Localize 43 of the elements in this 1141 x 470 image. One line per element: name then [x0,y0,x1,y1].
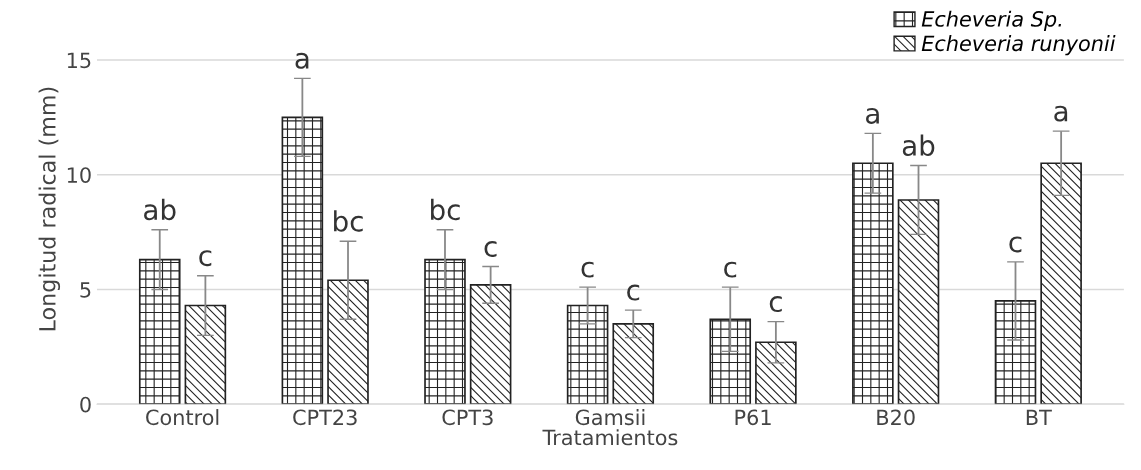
annotation: c [1009,236,1022,253]
y-tick-label: 15 [67,52,91,69]
annotation: c [199,250,212,267]
x-tick-label: Gamsii [575,409,645,426]
x-tick-label: BT [1026,409,1052,425]
bar [709,318,752,405]
annotation: a [1054,105,1068,122]
x-tick-label: P61 [735,409,771,426]
bar [184,304,227,405]
bar [138,258,181,405]
bar [281,116,324,405]
bar [327,279,369,405]
y-tick-label: 0 [80,396,91,413]
annotation: bc [431,198,460,221]
bar [852,162,894,405]
x-tick-label: CPT23 [293,409,357,426]
bar [897,199,940,405]
y-tick-label: 10 [67,167,91,183]
y-axis-title: Longitud radical (mm) [38,87,61,331]
bar [424,258,466,405]
y-tick-label: 5 [80,282,91,298]
bar [755,341,797,405]
bar [469,284,512,405]
annotation: c [769,296,782,313]
annotation: ab [902,134,935,156]
annotation: ab [144,198,176,221]
annotation: a [866,107,879,124]
x-tick-label: B20 [877,409,915,426]
bar [1040,162,1082,405]
legend-label: Echeveria runyonii [921,35,1116,56]
annotation: c [627,284,640,301]
bar [566,304,609,405]
annotation: c [581,261,594,278]
annotation: c [484,241,497,257]
x-tick-label: CPT3 [442,409,493,426]
annotation: c [724,261,737,278]
annotation: bc [334,210,363,232]
annotation: a [295,52,309,69]
x-tick-label: Control [146,409,219,426]
legend-label: Echeveria Sp. [921,10,1062,31]
bar [994,300,1037,405]
bar [612,323,655,405]
x-axis-title: Tratamientos [542,429,678,446]
